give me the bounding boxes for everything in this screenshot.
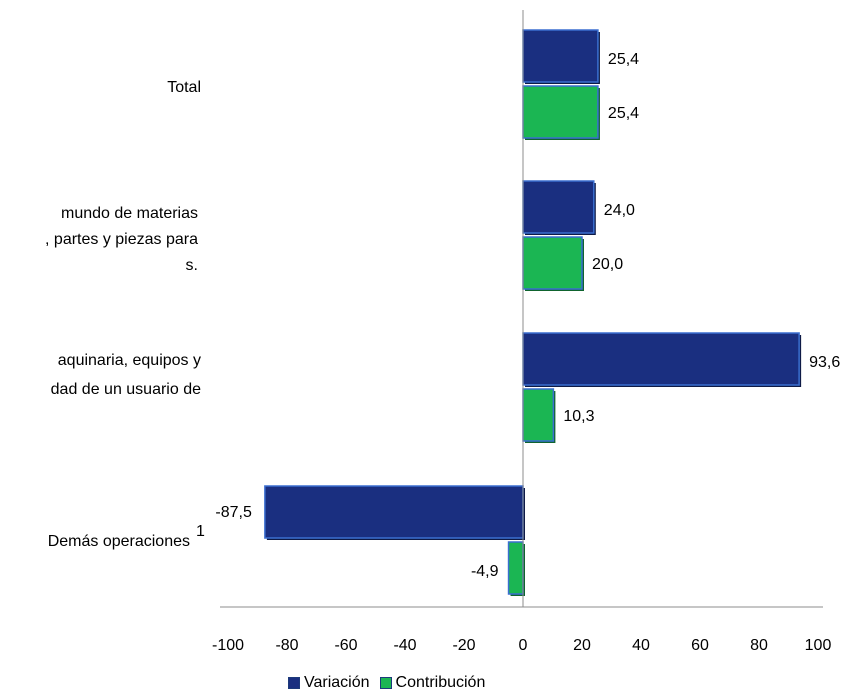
value-labels: 25,4 24,0 93,6 -87,5 25,4 20,0 10,3 -4,9 xyxy=(215,51,840,580)
category-label: aquinaria, equipos y xyxy=(58,352,201,369)
x-tick-label: 0 xyxy=(519,637,528,654)
x-tick-label: 40 xyxy=(632,637,650,654)
category-label: mundo de materias xyxy=(61,205,198,222)
bar-variacion-3 xyxy=(522,332,802,387)
category-footnote: 1 xyxy=(196,523,205,540)
category-label: Demás operaciones xyxy=(48,533,190,550)
legend-swatch-series-1 xyxy=(288,677,300,689)
value-label: 25,4 xyxy=(608,51,639,68)
legend-item-series-2: Contribución xyxy=(379,674,486,692)
value-label: 93,6 xyxy=(809,354,840,371)
x-tick-label: 100 xyxy=(805,637,832,654)
bar-variacion-4 xyxy=(264,485,525,540)
x-tick-label: -80 xyxy=(275,637,298,654)
x-tick-label: 20 xyxy=(573,637,591,654)
axes xyxy=(220,10,823,608)
bar-variacion-1 xyxy=(522,29,600,84)
legend-label-series-2: Contribución xyxy=(395,674,486,691)
x-tick-label: -60 xyxy=(334,637,357,654)
bar-contribucion-4 xyxy=(507,541,525,596)
category-label: dad de un usuario de xyxy=(51,381,201,398)
legend-item-series-1: Variación xyxy=(288,674,370,692)
bar-contribucion-3 xyxy=(522,388,556,443)
legend: Variación Contribución xyxy=(288,673,485,693)
category-label: , partes y piezas para xyxy=(45,231,198,248)
x-tick-label: 60 xyxy=(691,637,709,654)
x-tick-label: 80 xyxy=(750,637,768,654)
value-label: -4,9 xyxy=(471,563,499,580)
legend-swatch-series-2 xyxy=(379,677,392,689)
x-tick-label: -100 xyxy=(212,637,244,654)
value-label: -87,5 xyxy=(215,504,252,521)
bar-contribucion-1 xyxy=(522,85,600,140)
category-labels: Total mundo de materias , partes y piezas … xyxy=(45,79,205,550)
x-tick-labels: -100 -80 -60 -40 -20 0 20 40 60 80 100 xyxy=(212,637,831,654)
bars xyxy=(264,29,802,596)
x-tick-label: -40 xyxy=(393,637,416,654)
category-label: Total xyxy=(167,79,201,96)
category-label: s. xyxy=(186,257,198,274)
value-label: 24,0 xyxy=(604,202,635,219)
value-label: 10,3 xyxy=(563,408,594,425)
legend-label-series-1: Variación xyxy=(304,674,370,691)
bar-contribucion-2 xyxy=(522,236,584,291)
value-label: 25,4 xyxy=(608,105,639,122)
bar-variacion-2 xyxy=(522,180,596,235)
value-label: 20,0 xyxy=(592,256,623,273)
x-tick-label: -20 xyxy=(452,637,475,654)
